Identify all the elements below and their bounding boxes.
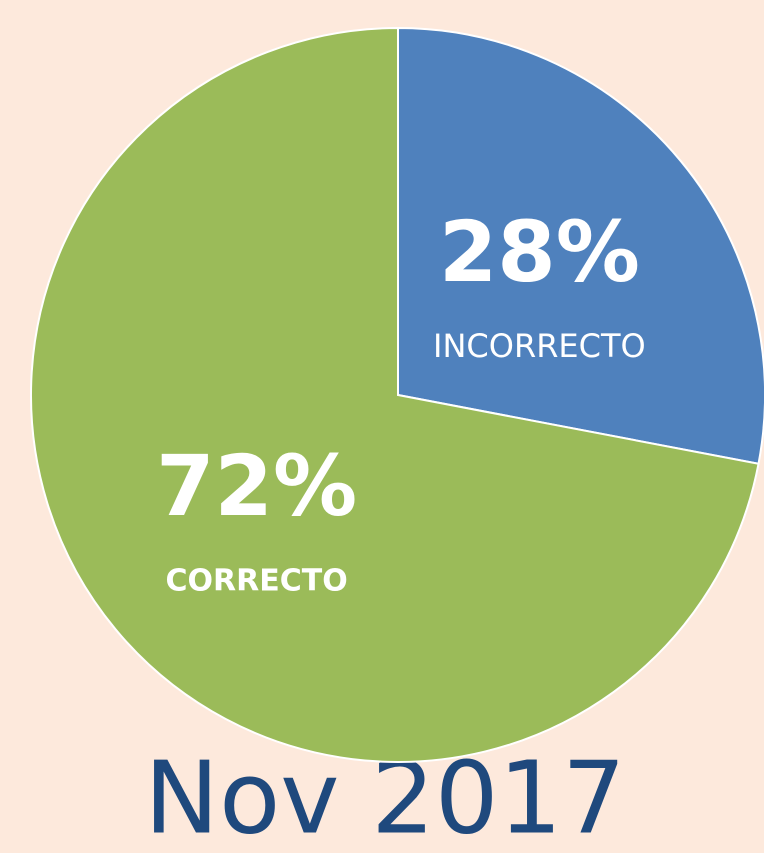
slice-value-label: 28%	[439, 203, 640, 301]
pie-slice	[30, 26, 760, 763]
pie-slice	[397, 26, 764, 465]
slice-category-label: INCORRECTO	[433, 327, 646, 365]
slice-value-label: 72%	[156, 437, 357, 535]
slice-category-label: CORRECTO	[166, 563, 348, 598]
